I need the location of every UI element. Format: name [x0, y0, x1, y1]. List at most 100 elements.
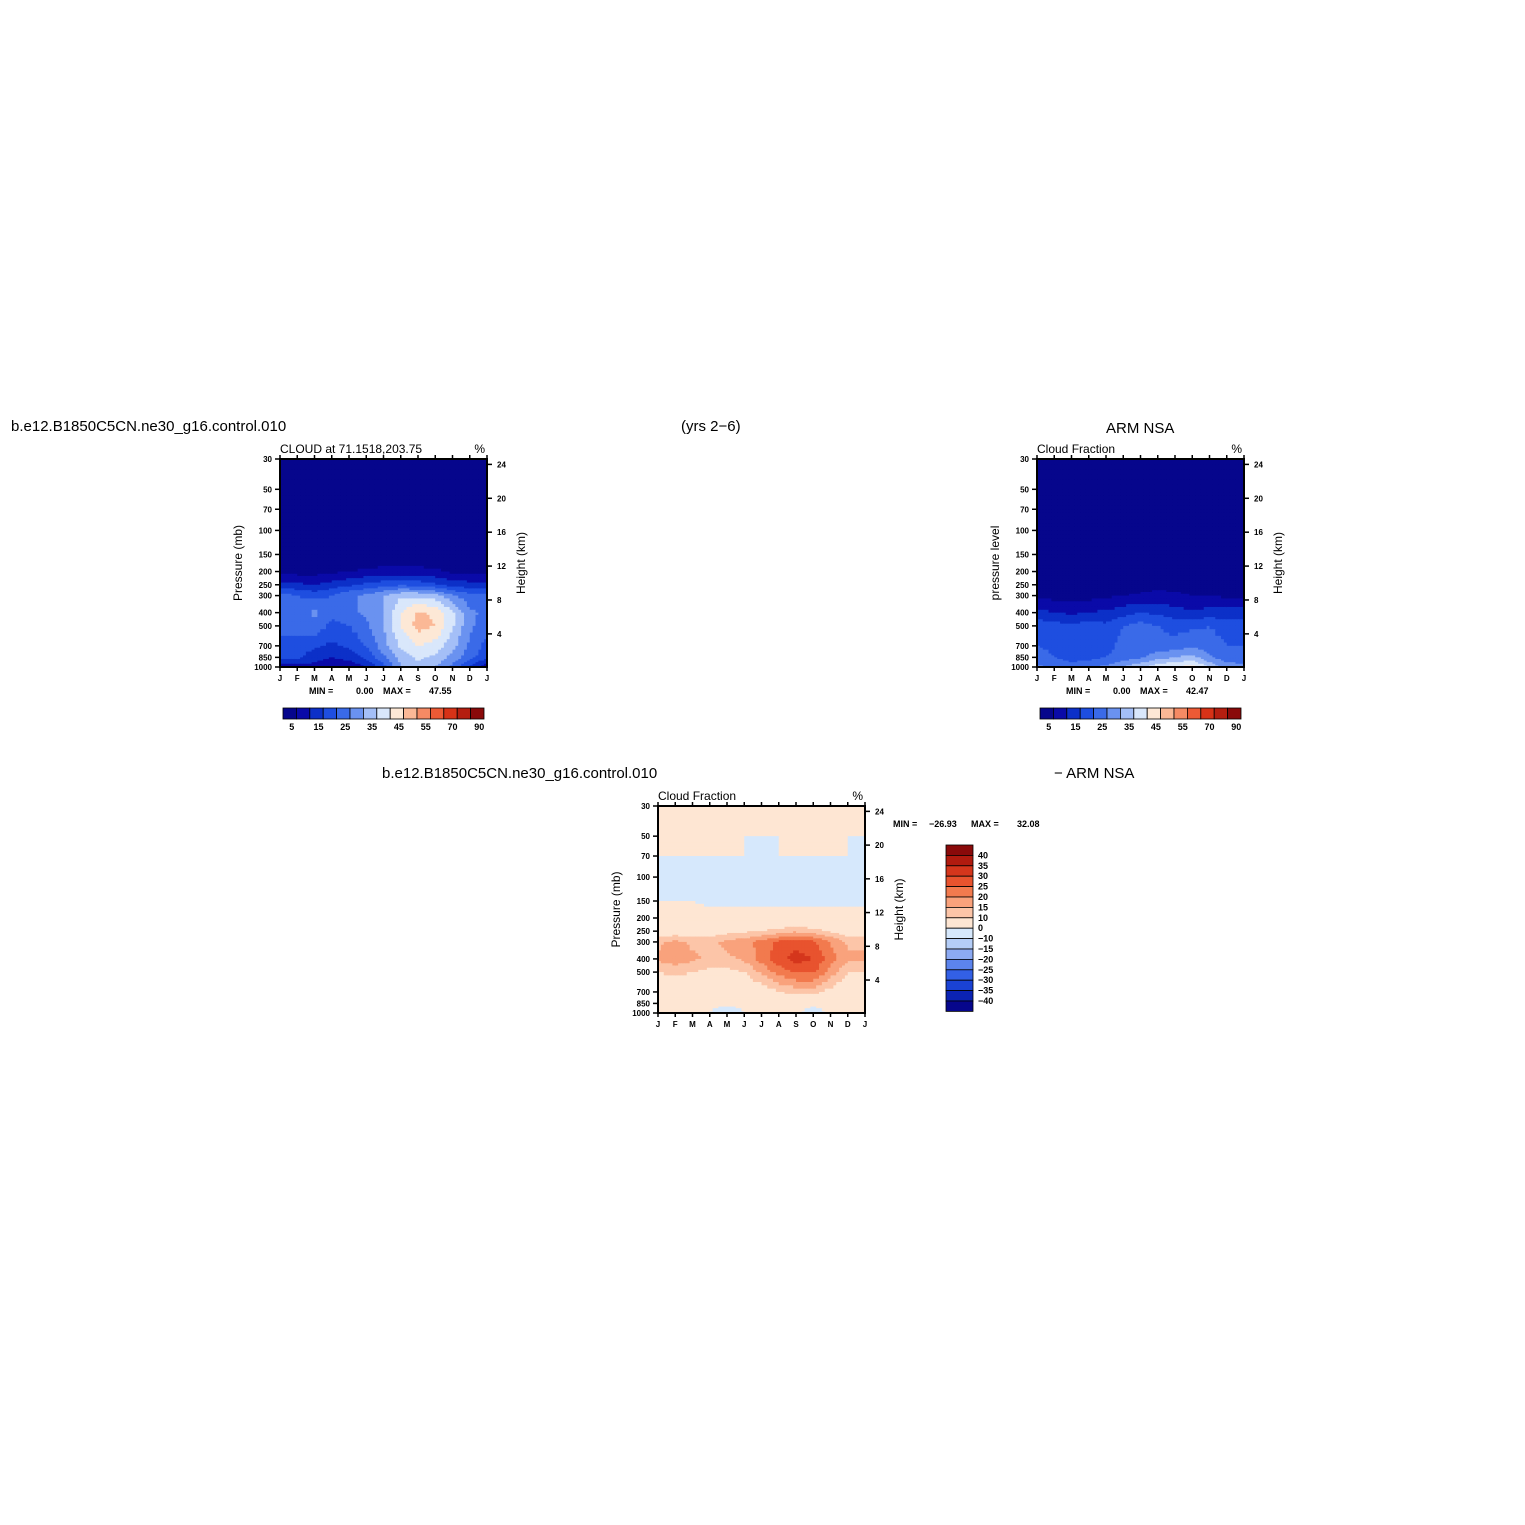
contour-cell	[377, 595, 382, 600]
contour-cell	[412, 519, 416, 524]
contour-cell	[466, 582, 471, 586]
contour-cell	[380, 523, 385, 528]
contour-cell	[386, 645, 390, 649]
contour-cell	[363, 580, 367, 584]
contour-cell	[354, 660, 359, 663]
contour-cell	[406, 586, 410, 589]
contour-cell	[420, 464, 425, 470]
contour-cell	[452, 601, 456, 605]
contour-cell	[380, 505, 385, 510]
contour-cell	[374, 623, 379, 627]
contour-cell	[372, 619, 376, 623]
contour-cell	[372, 598, 376, 602]
contour-cell	[455, 459, 459, 465]
contour-cell	[360, 565, 364, 570]
contour-cell	[308, 653, 313, 657]
contour-cell	[383, 649, 387, 653]
contour-cell	[469, 601, 474, 605]
contour-cell	[360, 647, 364, 651]
contour-cell	[400, 523, 405, 528]
contour-cell	[443, 617, 448, 620]
contour-cell	[369, 614, 373, 618]
contour-cell	[326, 519, 330, 524]
contour-cell	[478, 571, 482, 575]
contour-cell	[331, 571, 336, 575]
contour-cell	[311, 651, 316, 655]
contour-cell	[300, 584, 304, 588]
contour-cell	[383, 591, 387, 595]
contour-cell	[328, 523, 333, 528]
contour-cell	[363, 604, 367, 608]
contour-cell	[438, 619, 442, 623]
contour-cell	[360, 546, 364, 552]
contour-cell	[337, 586, 341, 589]
contour-cell	[280, 523, 284, 528]
contour-cell	[328, 557, 333, 561]
contour-cell	[412, 604, 416, 608]
contour-cell	[412, 489, 416, 494]
contour-cell	[429, 651, 433, 655]
contour-cell	[288, 519, 293, 524]
contour-cell	[305, 474, 310, 480]
contour-cell	[343, 512, 347, 517]
contour-cell	[461, 651, 465, 655]
contour-cell	[288, 516, 293, 521]
contour-cell	[374, 512, 379, 517]
contour-cell	[328, 657, 333, 660]
contour-cell	[314, 614, 318, 618]
contour-cell	[455, 651, 459, 655]
contour-cell	[366, 560, 370, 564]
contour-cell	[420, 591, 425, 595]
contour-cell	[415, 593, 419, 597]
contour-cell	[337, 639, 341, 644]
contour-cell	[400, 538, 405, 544]
contour-cell	[374, 621, 379, 625]
contour-cell	[429, 593, 433, 597]
contour-cell	[308, 601, 313, 605]
contour-cell	[291, 565, 295, 570]
contour-cell	[294, 598, 298, 602]
contour-cell	[395, 604, 399, 608]
contour-cell	[314, 495, 318, 500]
contour-cell	[297, 459, 301, 465]
contour-cell	[466, 609, 471, 614]
contour-cell	[446, 645, 451, 649]
contour-cell	[441, 647, 445, 651]
contour-cell	[337, 651, 341, 655]
contour-cell	[326, 660, 330, 663]
contour-cell	[320, 568, 324, 573]
contour-cell	[484, 502, 488, 507]
contour-cell	[481, 609, 485, 614]
contour-cell	[458, 617, 462, 620]
contour-cell	[481, 651, 485, 655]
contour-cell	[360, 469, 364, 475]
contour-cell	[314, 554, 318, 558]
contour-cell	[343, 658, 347, 662]
contour-cell	[418, 609, 422, 614]
contour-cell	[452, 530, 456, 536]
contour-cell	[443, 568, 448, 573]
contour-cell	[340, 546, 344, 552]
contour-cell	[337, 563, 341, 567]
contour-cell	[305, 593, 310, 597]
contour-cell	[478, 509, 482, 514]
contour-cell	[377, 568, 382, 573]
contour-cell	[469, 538, 474, 544]
contour-cell	[443, 459, 448, 465]
contour-cell	[300, 534, 304, 540]
contour-cell	[423, 495, 428, 500]
contour-cell	[446, 621, 451, 625]
contour-cell	[317, 649, 321, 653]
contour-cell	[320, 523, 324, 528]
contour-cell	[366, 588, 370, 591]
contour-cell	[377, 582, 382, 586]
contour-cell	[351, 590, 356, 593]
contour-cell	[420, 557, 425, 561]
contour-cell	[383, 578, 387, 581]
contour-cell	[403, 632, 408, 637]
contour-cell	[308, 580, 313, 584]
contour-cell	[466, 526, 471, 532]
contour-cell	[303, 568, 307, 573]
contour-cell	[334, 658, 339, 662]
contour-cell	[346, 519, 350, 524]
